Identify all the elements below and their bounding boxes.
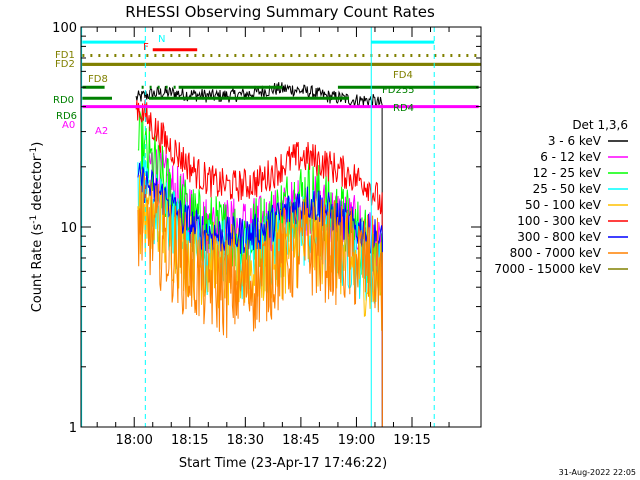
x-tick-label-19-15: 19:15 (393, 433, 430, 448)
series-line-100-300-kev (135, 99, 383, 428)
flag-label-fd255: FD255 (382, 85, 415, 96)
legend-label-25-50-kev: 25 - 50 keV (533, 182, 602, 196)
series-line-800-7000-kev (137, 172, 383, 427)
flag-label-a0: A0 (62, 120, 75, 131)
legend-label-100-300-kev: 100 - 300 keV (517, 214, 601, 228)
y-axis-label: Count Rate (s-1 detector-1) (29, 142, 45, 313)
x-tick-label-18-30: 18:30 (227, 433, 264, 448)
flag-label-f: F (143, 42, 149, 53)
legend-title: Det 1,3,6 (572, 118, 628, 132)
legend-label-3-6-kev: 3 - 6 keV (548, 134, 602, 148)
y-tick-label-1: 1 (69, 421, 77, 436)
legend-layer: Det 1,3,6 3 - 6 keV 6 - 12 keV 12 - 25 keV 2… (494, 118, 628, 276)
flag-label-a2: A2 (95, 126, 108, 137)
y-tick-label-10: 10 (60, 221, 77, 236)
flag-label-fd2: FD2 (55, 59, 75, 70)
legend-label-6-12-kev: 6 - 12 keV (540, 150, 602, 164)
flag-label-n: N (158, 34, 165, 45)
flag-label-rd6: RD6 (56, 111, 77, 122)
footer-date: 31-Aug-2022 22:05 (559, 468, 636, 477)
y-axis-label-main: Count Rate (s (30, 224, 45, 313)
x-tick-label-18-00: 18:00 (115, 433, 152, 448)
flag-label-rd0: RD0 (53, 95, 74, 106)
x-tick-label-18-15: 18:15 (171, 433, 208, 448)
y-axis-label-exp2: -1 (29, 147, 39, 156)
legend-label-7000-15000-kev: 7000 - 15000 keV (494, 262, 601, 276)
flag-label-rd4: RD4 (393, 103, 414, 114)
x-tick-label-18-45: 18:45 (282, 433, 319, 448)
legend-label-12-25-kev: 12 - 25 keV (533, 166, 602, 180)
y-tick-label-100: 100 (52, 21, 77, 36)
chart-title: RHESSI Observing Summary Count Rates (125, 3, 435, 21)
flag-label-fd4: FD4 (393, 70, 413, 81)
y-axis-label-mid: detector (30, 155, 45, 215)
legend-label-300-800-kev: 300 - 800 keV (517, 230, 601, 244)
y-axis-label-exp1: -1 (29, 215, 39, 224)
legend-label-50-100-kev: 50 - 100 keV (525, 198, 602, 212)
flag-label-fd1: FD1 (55, 50, 75, 61)
x-axis-label: Start Time (23-Apr-17 17:46:22) (179, 456, 387, 471)
flag-label-fd8: FD8 (88, 74, 108, 85)
y-axis-label-end: ) (30, 142, 45, 147)
plot-frame (80, 26, 482, 428)
tick-layer: 18:00 18:15 18:30 18:45 19:00 19:15 1 10 100 (52, 21, 481, 448)
x-tick-label-19-00: 19:00 (338, 433, 375, 448)
legend-label-800-7000-kev: 800 - 7000 keV (510, 246, 602, 260)
